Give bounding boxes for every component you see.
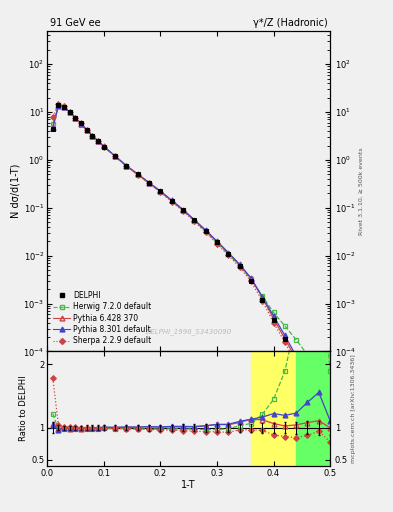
Text: 91 GeV ee: 91 GeV ee (50, 17, 101, 28)
Y-axis label: Ratio to DELPHI: Ratio to DELPHI (20, 376, 28, 441)
Bar (251, 351, 330, 466)
Y-axis label: Rivet 3.1.10, ≥ 500k events: Rivet 3.1.10, ≥ 500k events (359, 147, 364, 235)
Y-axis label: N dσ/d(1-T): N dσ/d(1-T) (11, 164, 20, 218)
Text: DELPHI_1996_S3430090: DELPHI_1996_S3430090 (145, 329, 232, 335)
Legend: DELPHI, Herwig 7.2.0 default, Pythia 6.428 370, Pythia 8.301 default, Sherpa 2.2: DELPHI, Herwig 7.2.0 default, Pythia 6.4… (51, 289, 154, 348)
X-axis label: 1-T: 1-T (181, 480, 196, 490)
Text: γ*/Z (Hadronic): γ*/Z (Hadronic) (253, 17, 327, 28)
Bar (296, 351, 330, 466)
Y-axis label: mcplots.cern.ch [arXiv:1306.3436]: mcplots.cern.ch [arXiv:1306.3436] (351, 354, 356, 463)
